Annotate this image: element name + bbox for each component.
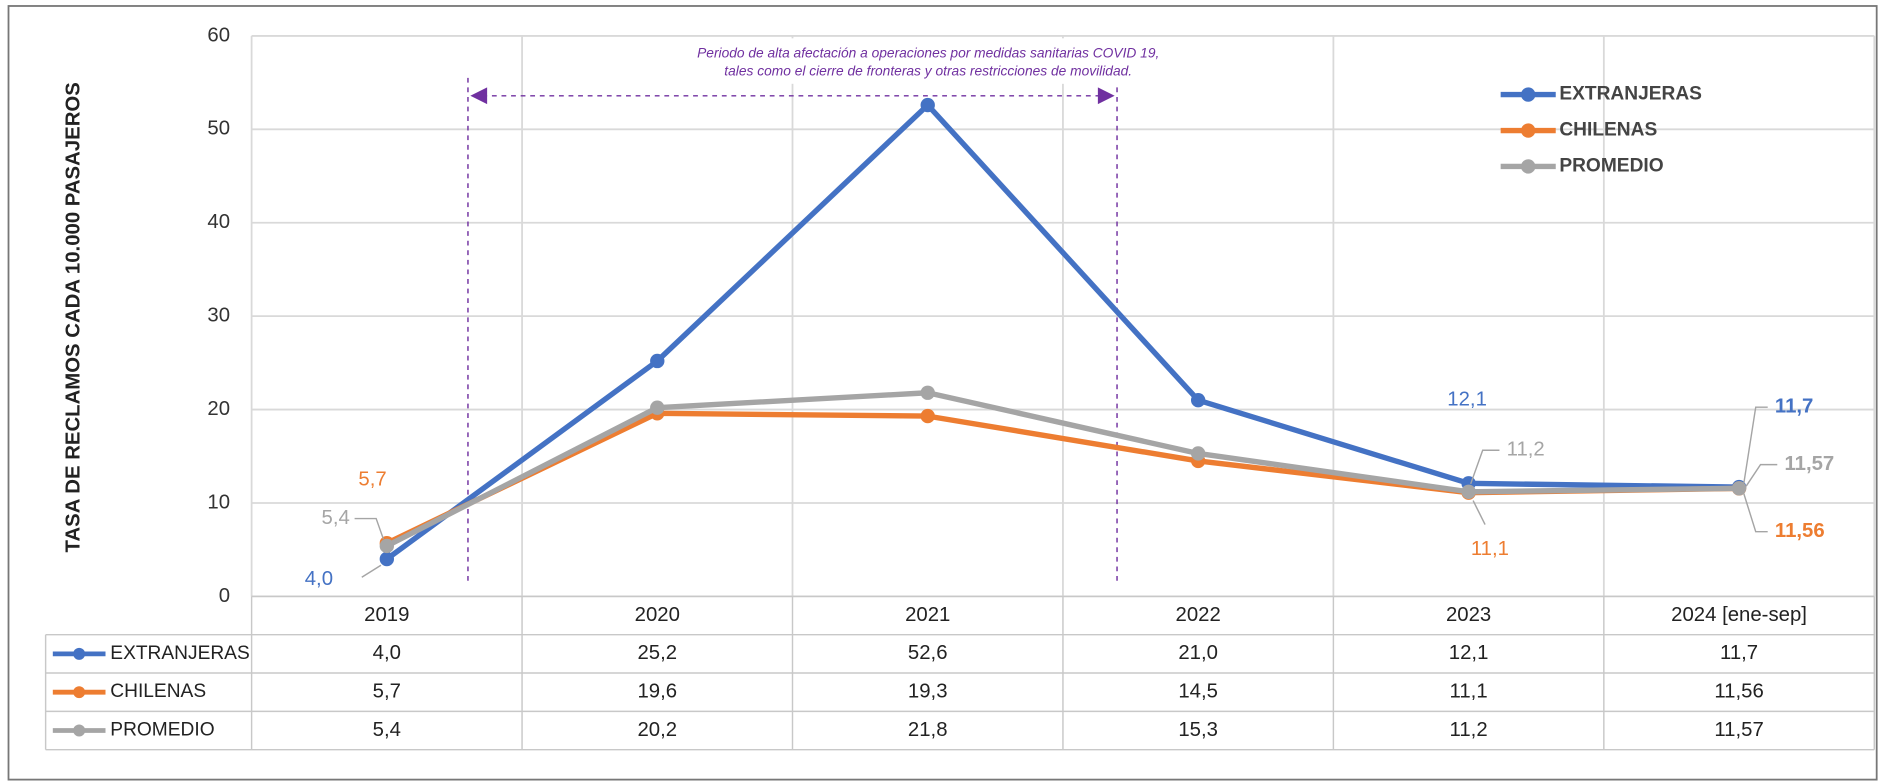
- table-legend-marker: [73, 686, 86, 699]
- table-cell: 11,57: [1714, 719, 1763, 741]
- table-cell: 19,6: [637, 681, 677, 703]
- y-tick-label: 20: [207, 398, 230, 420]
- table-cell: 5,7: [373, 681, 401, 703]
- data-label: 11,1: [1471, 538, 1509, 560]
- series-marker: [650, 353, 665, 369]
- y-tick-label: 40: [207, 211, 230, 233]
- data-label: 11,7: [1775, 396, 1813, 418]
- series-marker: [920, 97, 935, 113]
- leader-line: [1470, 449, 1500, 485]
- table-cell: 12,1: [1449, 642, 1489, 664]
- x-tick-label: 2020: [635, 604, 680, 626]
- table-cell: 5,4: [373, 719, 401, 741]
- y-tick-label: 60: [207, 24, 230, 46]
- legend-label: PROMEDIO: [1559, 156, 1663, 177]
- x-tick-label: 2022: [1176, 604, 1221, 626]
- table-cell: 11,1: [1450, 681, 1488, 703]
- leader-line: [1743, 493, 1768, 533]
- table-cell: 25,2: [637, 642, 677, 664]
- frame: [7, 5, 1878, 781]
- table-cell: 20,2: [637, 719, 677, 741]
- legend-label: EXTRANJERAS: [1559, 84, 1702, 105]
- table-cell: 52,6: [908, 642, 948, 664]
- table-cell: 11,2: [1450, 719, 1488, 741]
- series-marker: [650, 400, 665, 415]
- y-tick-label: 30: [207, 305, 230, 327]
- data-label: 11,2: [1507, 439, 1545, 461]
- legend-label: CHILENAS: [1559, 120, 1657, 141]
- data-label: 11,57: [1784, 453, 1834, 475]
- table-legend-marker: [73, 647, 86, 660]
- series-line: [385, 390, 1740, 549]
- y-tick-label: 10: [207, 491, 230, 513]
- annotation-text: tales como el cierre de fronteras y otra…: [724, 63, 1132, 78]
- table-cell: 19,3: [908, 681, 948, 703]
- data-label: 12,1: [1447, 388, 1487, 410]
- data-label: 5,7: [358, 469, 386, 491]
- legend-marker: [1521, 123, 1536, 138]
- x-tick-label: 2024 [ene-sep]: [1671, 604, 1807, 626]
- x-tick-label: 2023: [1446, 604, 1491, 626]
- annotation-text: Periodo de alta afectación a operaciones…: [697, 46, 1159, 61]
- data-label: 11,56: [1775, 520, 1825, 542]
- table-row-label: PROMEDIO: [110, 720, 214, 741]
- series-marker: [1731, 481, 1747, 496]
- table-cell: 11,7: [1720, 642, 1758, 664]
- annotation-arrowhead: [470, 87, 488, 105]
- series-marker: [920, 385, 935, 400]
- x-tick-label: 2021: [905, 604, 950, 626]
- annotation-arrowhead: [1097, 87, 1115, 105]
- series-marker: [1190, 393, 1206, 408]
- data-label: 4,0: [305, 568, 333, 590]
- table-cell: 21,8: [908, 719, 948, 741]
- table-cell: 14,5: [1178, 681, 1218, 703]
- leader-line: [1472, 500, 1486, 525]
- data-label: 5,4: [322, 507, 350, 529]
- leader-line: [1743, 406, 1768, 484]
- legend-marker: [1521, 87, 1536, 102]
- series-marker: [920, 408, 935, 424]
- table-legend-marker: [73, 724, 86, 737]
- annotation-bg: [652, 38, 1204, 84]
- table-row-label: CHILENAS: [110, 681, 206, 702]
- table-cell: 21,0: [1178, 642, 1218, 664]
- series-line: [385, 102, 1740, 562]
- leader-line: [354, 517, 385, 540]
- table-row-label: EXTRANJERAS: [110, 643, 249, 664]
- table-cell: 4,0: [373, 642, 401, 664]
- leader-line: [361, 564, 382, 578]
- leader-line: [1745, 463, 1778, 487]
- series-marker: [1190, 446, 1206, 461]
- series-marker: [1461, 484, 1476, 499]
- y-axis-label: TASA DE RECLAMOS CADA 10.000 PASAJEROS: [63, 82, 85, 552]
- table-cell: 15,3: [1178, 719, 1218, 741]
- series-marker: [379, 551, 395, 567]
- legend-marker: [1521, 159, 1536, 174]
- y-tick-label: 50: [207, 118, 230, 140]
- series-marker: [379, 538, 395, 554]
- y-tick-label: 0: [219, 585, 230, 607]
- x-tick-label: 2019: [364, 604, 409, 626]
- table-cell: 11,56: [1714, 681, 1763, 703]
